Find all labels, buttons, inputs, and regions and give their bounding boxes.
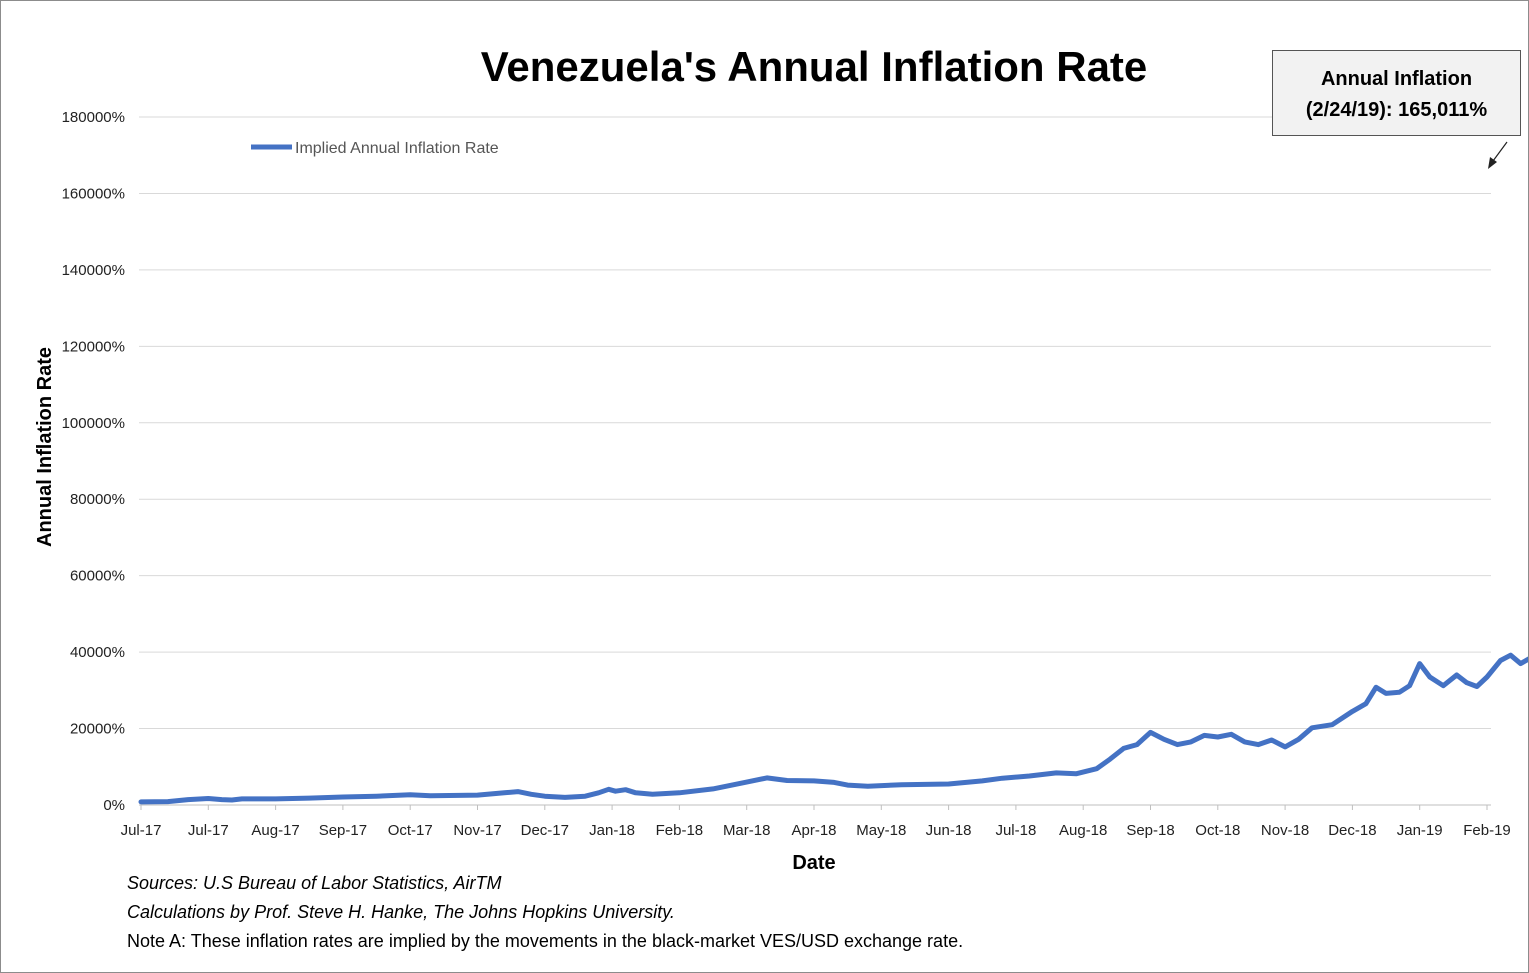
- x-tick-label: Dec-18: [1328, 822, 1376, 839]
- x-tick-label: Jan-18: [589, 822, 635, 839]
- x-tick-label: Oct-17: [388, 822, 433, 839]
- x-tick-label: Aug-18: [1059, 822, 1107, 839]
- x-tick-label: Feb-18: [656, 822, 704, 839]
- x-tick-label: Jan-19: [1397, 822, 1443, 839]
- legend-label: Implied Annual Inflation Rate: [295, 140, 499, 157]
- x-tick-label: Jun-18: [926, 822, 972, 839]
- x-axis-ticks: Jul-17 Jul-17 Aug-17 Sep-17 Oct-17 Nov-17 Dec-…: [121, 805, 1511, 839]
- y-axis-ticks: 0% 20000% 40000% 60000% 80000% 100000% 120000%…: [62, 109, 125, 814]
- series-line-implied-annual-inflation-rate: [138, 652, 1528, 805]
- x-tick-label: Jul-17: [121, 822, 162, 839]
- callout-line-1: Annual Inflation: [1320, 68, 1473, 90]
- y-tick-label: 80000%: [70, 491, 125, 508]
- x-tick-label: Oct-18: [1195, 822, 1240, 839]
- x-tick-label: Jul-17: [188, 822, 229, 839]
- x-tick-label: May-18: [856, 822, 906, 839]
- y-axis-title: Annual Inflation Rate: [34, 347, 56, 547]
- y-tick-label: 20000%: [70, 721, 125, 738]
- callout-arrow: [1488, 141, 1508, 169]
- note-a: Note A: These inflation rates are implie…: [127, 931, 964, 951]
- x-tick-label: Dec-17: [521, 822, 569, 839]
- legend: Implied Annual Inflation Rate: [251, 140, 499, 157]
- x-tick-label: Apr-18: [791, 822, 836, 839]
- y-tick-label: 40000%: [70, 644, 125, 661]
- callout-line-2: (2/24/19): 165,011%: [1305, 99, 1488, 121]
- y-tick-label: 180000%: [62, 109, 125, 126]
- x-tick-label: Mar-18: [723, 822, 771, 839]
- sources-note: Sources: U.S Bureau of Labor Statistics,…: [127, 873, 502, 893]
- x-tick-label: Nov-17: [453, 822, 501, 839]
- y-tick-label: 160000%: [62, 185, 125, 202]
- y-tick-label: 140000%: [62, 262, 125, 279]
- x-tick-label: Sep-17: [319, 822, 367, 839]
- y-tick-label: 0%: [103, 797, 125, 814]
- x-tick-label: Feb-19: [1463, 822, 1511, 839]
- x-tick-label: Jul-18: [995, 822, 1036, 839]
- x-tick-label: Nov-18: [1261, 822, 1309, 839]
- y-tick-label: 60000%: [70, 568, 125, 585]
- y-tick-label: 100000%: [62, 415, 125, 432]
- calculations-note: Calculations by Prof. Steve H. Hanke, Th…: [127, 902, 675, 922]
- chart-title: Venezuela's Annual Inflation Rate: [481, 43, 1148, 90]
- x-axis-title: Date: [792, 852, 835, 874]
- y-tick-label: 120000%: [62, 338, 125, 355]
- x-tick-label: Aug-17: [251, 822, 299, 839]
- annotation-callout: Annual Inflation (2/24/19): 165,011%: [1272, 50, 1521, 136]
- gridlines: [139, 116, 1491, 806]
- x-tick-label: Sep-18: [1126, 822, 1174, 839]
